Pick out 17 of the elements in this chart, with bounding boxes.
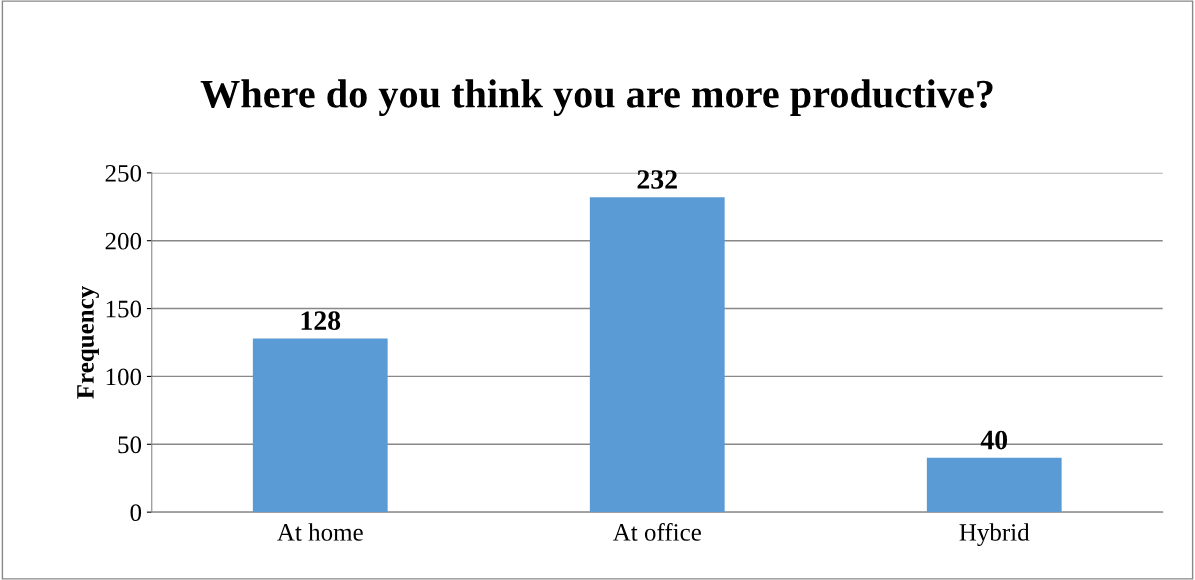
data-label: 40 <box>980 430 1008 450</box>
y-tick-label: 50 <box>118 436 142 454</box>
x-tick-label: At home <box>277 523 363 541</box>
y-tick-label: 100 <box>106 368 142 386</box>
bar <box>926 457 1062 513</box>
bar <box>252 338 388 513</box>
bar <box>589 197 725 513</box>
x-tick-label: Hybrid <box>959 523 1030 546</box>
y-tick-label: 200 <box>105 232 142 250</box>
x-tick-label: At office <box>612 523 701 541</box>
data-label: 128 <box>301 311 341 330</box>
y-tick-label: 0 <box>130 504 142 522</box>
y-tick-label: 250 <box>105 164 142 182</box>
data-label: 232 <box>637 170 677 189</box>
y-axis-title: Frequency <box>77 286 99 399</box>
y-tick-label: 150 <box>106 300 142 318</box>
chart-title: Where do you think you are more productive? <box>200 79 993 116</box>
